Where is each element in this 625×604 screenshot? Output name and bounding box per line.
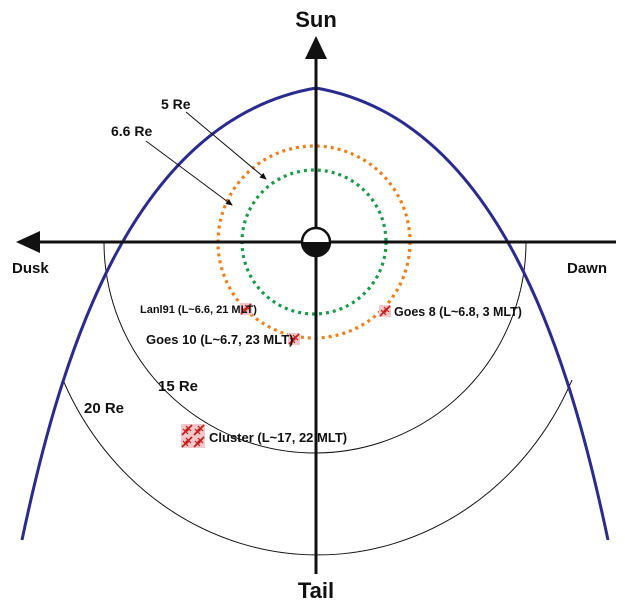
- label-cluster: Cluster (L~17, 22 MLT): [209, 430, 347, 445]
- label-5re: 5 Re: [161, 96, 191, 112]
- pointer-5re: [185, 111, 267, 180]
- pointer-6-6re: [145, 140, 233, 206]
- label-dusk: Dusk: [12, 260, 49, 277]
- dusk-arrowhead: [16, 231, 40, 253]
- label-goes10: Goes 10 (L~6.7, 23 MLT): [146, 332, 294, 347]
- satellite-goes8-icon: [378, 304, 392, 318]
- sun-arrowhead: [305, 36, 327, 59]
- label-15re: 15 Re: [158, 378, 198, 395]
- satellite-cluster-icon: [180, 423, 206, 449]
- earth: [300, 226, 332, 258]
- label-sun: Sun: [295, 7, 337, 32]
- label-dawn: Dawn: [567, 260, 607, 277]
- label-tail: Tail: [298, 578, 334, 603]
- label-goes8: Goes 8 (L~6.8, 3 MLT): [394, 305, 522, 319]
- label-6-6re: 6.6 Re: [111, 123, 152, 139]
- label-20re: 20 Re: [84, 400, 124, 417]
- label-lanl91: Lanl91 (L~6.6, 21 MLT): [140, 304, 257, 316]
